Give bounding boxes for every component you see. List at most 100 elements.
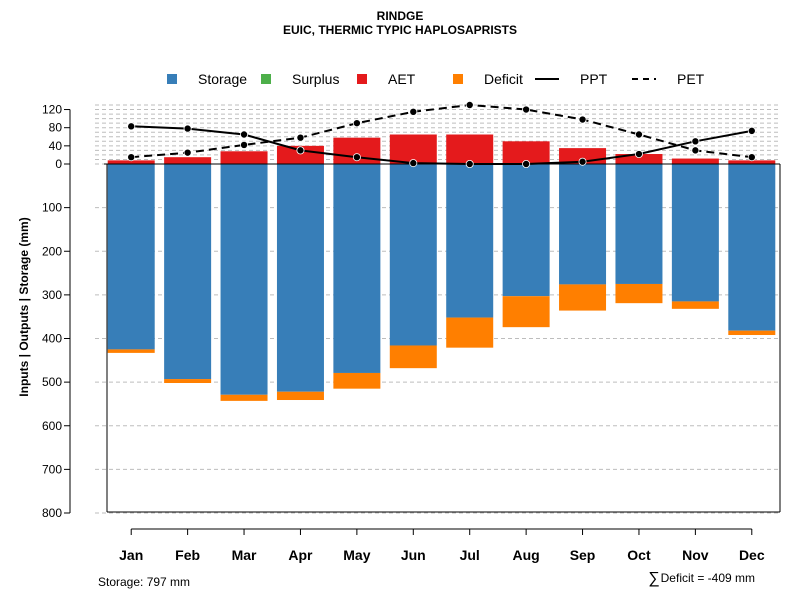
x-tick-label: Dec [739,547,765,563]
y-tick-label: 800 [42,506,62,520]
y-tick-label: 200 [42,244,62,258]
x-tick-label: Mar [232,547,257,563]
aet-bar [728,160,776,164]
y-tick-label: 80 [49,121,63,135]
ppt-point [747,126,756,135]
storage-bar [276,164,324,392]
deficit-bar [107,349,155,353]
storage-bar [220,164,268,395]
aet-bar [107,160,155,164]
aet-bar [671,158,719,164]
pet-point [691,146,700,155]
y-tick-label: 0 [55,157,62,171]
deficit-bar [446,317,494,348]
legend-label-pet: PET [677,71,705,87]
x-tick-label: May [343,547,370,563]
x-tick-label: Jul [460,547,480,563]
deficit-bar [728,330,776,336]
aet-bar [276,145,324,164]
x-tick-label: Jun [401,547,426,563]
deficit-bar [502,296,550,328]
y-tick-label: 300 [42,288,62,302]
pet-point [183,148,192,157]
x-tick-label: Apr [288,547,313,563]
deficit-total-text: Deficit = -409 mm [660,571,755,585]
ppt-point [578,157,587,166]
storage-bar [333,164,381,373]
chart-title: RINDGE [376,9,424,23]
legend-swatch-aet [357,74,367,84]
deficit-total: ∑Deficit = -409 mm [648,570,755,588]
chart-subtitle: EUIC, THERMIC TYPIC HAPLOSAPRISTS [282,23,518,37]
storage-bar [107,164,155,350]
aet-bar [502,141,550,164]
ppt-point [634,150,643,159]
deficit-bar [671,301,719,309]
storage-total: Storage: 797 mm [98,575,191,589]
storage-bar [615,164,663,284]
storage-bar [389,164,437,346]
y-tick-label: 40 [49,139,63,153]
ppt-point [183,124,192,133]
ppt-point [240,130,249,139]
x-tick-label: Oct [627,547,651,563]
axes: 0 40 80 120 100 200 300 400 500 600 700 800 Jan Feb Ma… [42,103,781,563]
bars [107,134,776,401]
y-tick-label: 400 [42,332,62,346]
aet-bar [389,134,437,164]
aet-bar [446,134,494,164]
pet-point [127,153,136,162]
deficit-bar [276,391,324,401]
pet-point [409,107,418,116]
ppt-line [131,125,752,165]
legend-swatch-deficit [453,74,463,84]
y-axis-label: Inputs | Outputs | Storage (mm) [17,217,31,396]
pet-line [131,103,752,159]
ppt-point [465,159,474,168]
x-tick-label: Feb [175,547,200,563]
y-tick-label: 120 [42,103,62,117]
ppt-point [296,146,305,155]
deficit-bar [333,372,381,389]
pet-point [747,153,756,162]
x-tick-label: Aug [513,547,540,563]
aet-bar [220,151,268,164]
deficit-bar [220,394,268,401]
legend-swatch-storage [167,74,177,84]
storage-bar [164,164,212,380]
storage-bar [728,164,776,331]
y-tick-label: 500 [42,375,62,389]
y-tick-label: 100 [42,201,62,215]
lines [127,101,756,168]
storage-bar [671,164,719,302]
y-tick-label: 700 [42,462,62,476]
pet-point [578,115,587,124]
deficit-bar [615,283,663,304]
aet-bar [164,157,212,164]
legend: Storage Surplus AET Deficit PPT PET [167,71,705,87]
pet-point [634,130,643,139]
pet-point [465,101,474,110]
sigma-symbol: ∑ [648,570,660,587]
legend-label-surplus: Surplus [292,71,339,87]
x-tick-label: Jan [119,547,143,563]
aet-bar [615,154,663,164]
pet-point [522,105,531,114]
x-tick-label: Nov [682,547,709,563]
ppt-point [691,137,700,146]
legend-label-ppt: PPT [580,71,608,87]
storage-bar [559,164,607,285]
x-tick-label: Sep [570,547,596,563]
deficit-bar [389,345,437,369]
legend-label-deficit: Deficit [484,71,523,87]
pet-point [240,140,249,149]
chart-title-block: RINDGE EUIC, THERMIC TYPIC HAPLOSAPRISTS [0,9,800,37]
legend-swatch-surplus [261,74,271,84]
ppt-point [409,159,418,168]
legend-label-storage: Storage [198,71,247,87]
legend-label-aet: AET [388,71,416,87]
storage-bar [502,164,550,297]
pet-point [296,133,305,142]
storage-bar [446,164,494,318]
